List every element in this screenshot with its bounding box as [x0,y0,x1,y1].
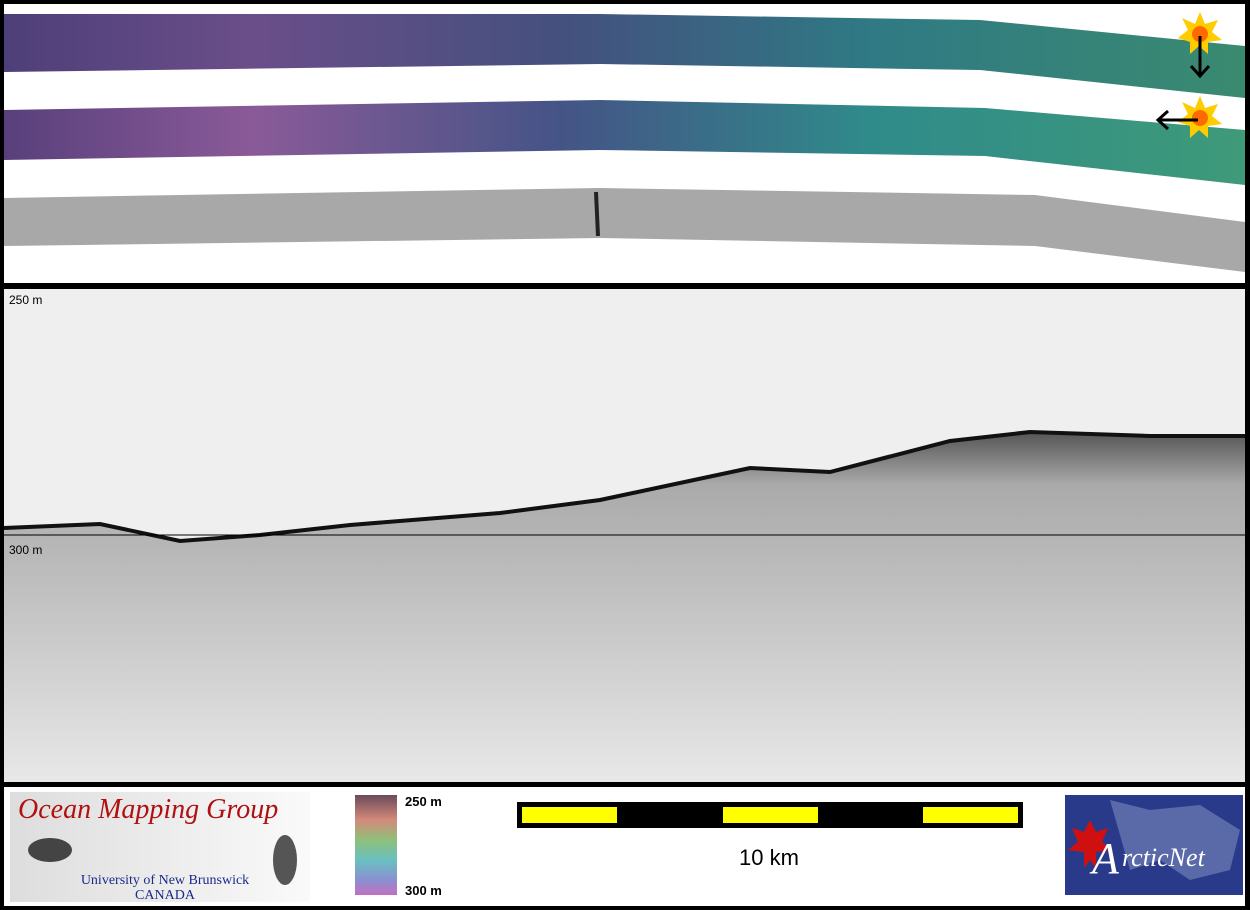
swath-backscatter [4,188,1245,272]
logo-map [1110,800,1240,880]
colorbar-top-label: 250 m [405,794,442,809]
depth-label-300: 300 m [9,543,42,557]
omg-country: CANADA [135,888,196,903]
arcticnet-name: rcticNet [1122,843,1206,872]
backscatter-artifact [594,191,600,237]
logo-feature [273,835,297,885]
omg-university: University of New Brunswick [81,873,249,888]
scale-bar-label: 10 km [739,845,799,870]
colorbar-bottom-label: 300 m [405,883,442,898]
logo-feature [28,838,72,862]
scale-bar-segment [522,807,617,823]
depth-label-top: 250 m [9,293,42,307]
swath-shaded-west [4,100,1245,185]
seabed-line [3,429,1245,544]
sun-icon-north [1178,12,1222,79]
swath-shaded-north [4,14,1245,98]
scale-bar-segment [723,807,818,823]
scale-bar-segment [923,807,1018,823]
arcticnet-initial: A [1089,834,1120,883]
sun-icon-west [1155,96,1222,138]
colorbar [355,795,397,895]
omg-title: Ocean Mapping Group [18,794,278,825]
maple-leaf [1068,820,1112,868]
seabed-return [4,432,1245,782]
